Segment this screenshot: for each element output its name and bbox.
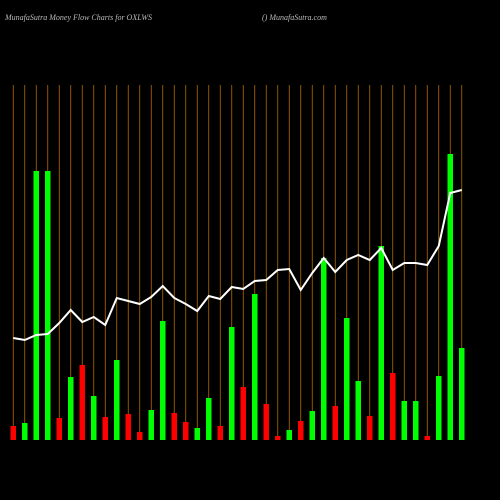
- bar: [355, 381, 361, 440]
- chart-title: MunafaSutra Money Flow Charts for OXLWS: [4, 13, 152, 22]
- bar: [378, 246, 384, 440]
- bar: [102, 417, 108, 440]
- bar: [240, 387, 246, 440]
- bar: [321, 258, 327, 440]
- bar: [56, 418, 62, 440]
- bar: [424, 436, 430, 440]
- bar: [344, 318, 350, 440]
- bar: [390, 373, 396, 440]
- chart-subtitle: () MunafaSutra.com: [262, 13, 327, 22]
- bar: [217, 426, 223, 440]
- bar: [332, 406, 338, 440]
- money-flow-line: [13, 189, 463, 342]
- bar: [367, 416, 373, 440]
- bar: [33, 171, 39, 440]
- bar: [286, 430, 292, 440]
- bar: [183, 422, 189, 440]
- bar: [459, 348, 465, 440]
- bar: [91, 396, 97, 440]
- bar: [252, 294, 258, 440]
- bar: [436, 376, 442, 440]
- bar: [447, 154, 453, 440]
- bar: [160, 321, 166, 440]
- bar: [45, 171, 51, 440]
- bar: [125, 414, 131, 440]
- bar: [309, 411, 315, 440]
- bar: [10, 426, 16, 440]
- bar: [263, 404, 269, 440]
- bar: [171, 413, 177, 440]
- bar: [194, 428, 200, 440]
- bar: [401, 401, 407, 440]
- bar: [206, 398, 212, 440]
- bar: [229, 327, 235, 440]
- bar: [79, 365, 85, 440]
- bar: [275, 436, 281, 440]
- bar: [22, 423, 28, 440]
- bar: [137, 432, 143, 440]
- bar: [413, 401, 419, 440]
- bar: [148, 410, 154, 440]
- bar: [68, 377, 74, 440]
- bar: [114, 360, 120, 440]
- bar: [298, 421, 304, 440]
